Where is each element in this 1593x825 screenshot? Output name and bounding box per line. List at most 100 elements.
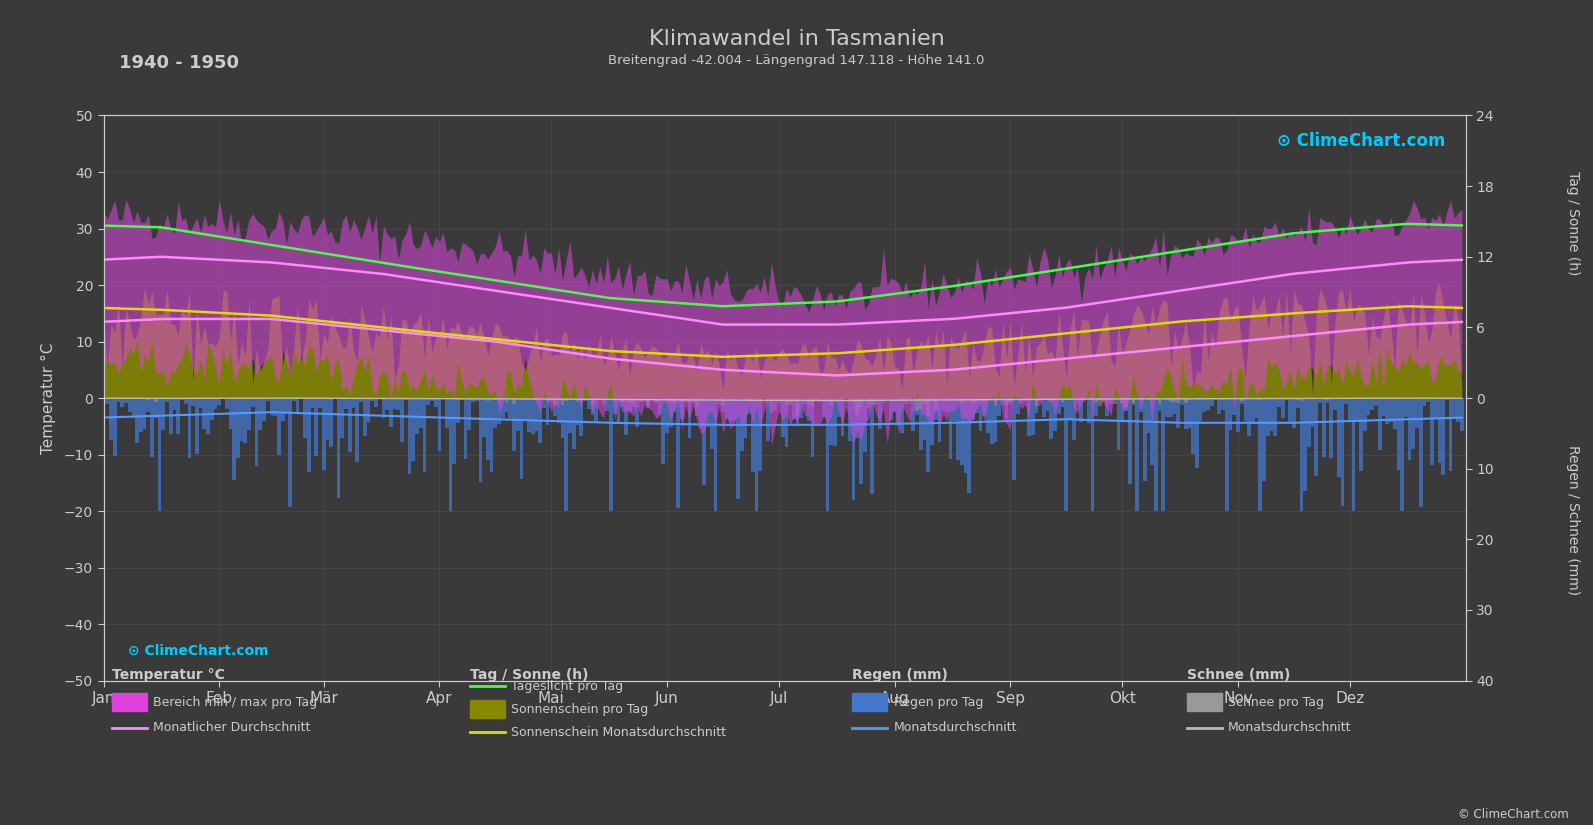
Bar (1061, 398, 1064, 407)
Bar (325, 398, 330, 441)
Bar (919, 398, 922, 450)
Bar (989, 398, 994, 444)
Bar (1303, 398, 1306, 491)
Bar (489, 398, 494, 473)
Bar (1203, 398, 1206, 412)
Bar (852, 398, 855, 403)
Bar (714, 398, 717, 401)
Bar (303, 398, 307, 437)
Bar (221, 398, 225, 399)
Bar (911, 398, 914, 431)
Bar (1281, 398, 1284, 417)
Bar (710, 398, 714, 449)
Bar (875, 398, 878, 401)
Text: Regen pro Tag: Regen pro Tag (894, 696, 983, 709)
Bar (908, 398, 911, 403)
Bar (978, 398, 983, 431)
Bar (538, 398, 542, 442)
Bar (1147, 398, 1150, 399)
Bar (613, 398, 616, 399)
Bar (1344, 398, 1348, 404)
Bar (139, 398, 143, 432)
Bar (1147, 398, 1150, 433)
Bar (755, 398, 758, 511)
Text: Monatsdurchschnitt: Monatsdurchschnitt (1228, 721, 1352, 734)
Text: Breitengrad -42.004 - Längengrad 147.118 - Höhe 141.0: Breitengrad -42.004 - Längengrad 147.118… (609, 54, 984, 67)
Bar (1348, 398, 1352, 421)
Bar (706, 398, 710, 427)
Bar (494, 398, 497, 400)
Bar (1098, 398, 1102, 406)
Bar (280, 398, 285, 421)
Bar (336, 398, 341, 498)
Bar (497, 398, 500, 424)
Bar (758, 398, 761, 471)
Bar (863, 398, 867, 451)
Bar (389, 398, 393, 427)
Bar (919, 398, 922, 409)
Bar (1284, 398, 1289, 399)
Bar (613, 398, 616, 414)
Bar (1370, 398, 1375, 410)
Bar (1136, 398, 1139, 399)
Bar (586, 398, 591, 399)
Bar (255, 398, 258, 466)
Bar (449, 398, 452, 399)
Bar (878, 398, 881, 401)
Bar (1161, 398, 1164, 511)
Bar (121, 398, 124, 407)
Bar (620, 398, 624, 407)
Bar (1295, 398, 1300, 408)
Bar (233, 398, 236, 480)
Bar (683, 398, 688, 402)
Bar (1392, 398, 1397, 429)
Bar (1330, 398, 1333, 458)
Bar (900, 398, 903, 401)
Bar (558, 398, 561, 423)
Bar (1375, 398, 1378, 406)
Bar (1317, 398, 1322, 403)
Bar (975, 398, 978, 412)
Bar (580, 398, 583, 436)
Bar (722, 398, 725, 406)
Bar (1008, 398, 1012, 403)
Bar (370, 398, 374, 401)
Bar (609, 398, 613, 399)
Bar (202, 398, 205, 429)
Bar (441, 398, 444, 399)
Bar (789, 398, 792, 405)
Bar (1262, 398, 1266, 480)
Bar (1359, 398, 1364, 471)
Bar (967, 398, 972, 493)
Bar (416, 398, 419, 434)
Bar (1083, 398, 1086, 399)
Bar (116, 398, 121, 402)
Bar (624, 398, 628, 399)
Bar (191, 398, 194, 406)
Bar (161, 398, 166, 430)
Bar (378, 398, 382, 399)
Bar (1106, 398, 1109, 402)
Bar (513, 398, 516, 403)
Bar (1211, 398, 1214, 407)
Bar (914, 398, 919, 415)
Bar (889, 398, 892, 421)
Bar (841, 398, 844, 436)
Bar (1415, 398, 1419, 428)
Bar (855, 398, 859, 415)
Bar (524, 398, 527, 399)
Bar (269, 398, 274, 415)
Bar (1120, 398, 1125, 421)
Bar (750, 398, 755, 472)
Bar (1000, 398, 1005, 400)
Bar (205, 398, 210, 434)
Bar (1169, 398, 1172, 417)
Bar (691, 398, 695, 403)
Bar (1136, 398, 1139, 511)
Bar (1214, 398, 1217, 400)
Bar (961, 398, 964, 403)
Bar (374, 398, 378, 407)
Bar (135, 398, 139, 399)
Bar (1306, 398, 1311, 447)
Bar (1158, 398, 1161, 404)
